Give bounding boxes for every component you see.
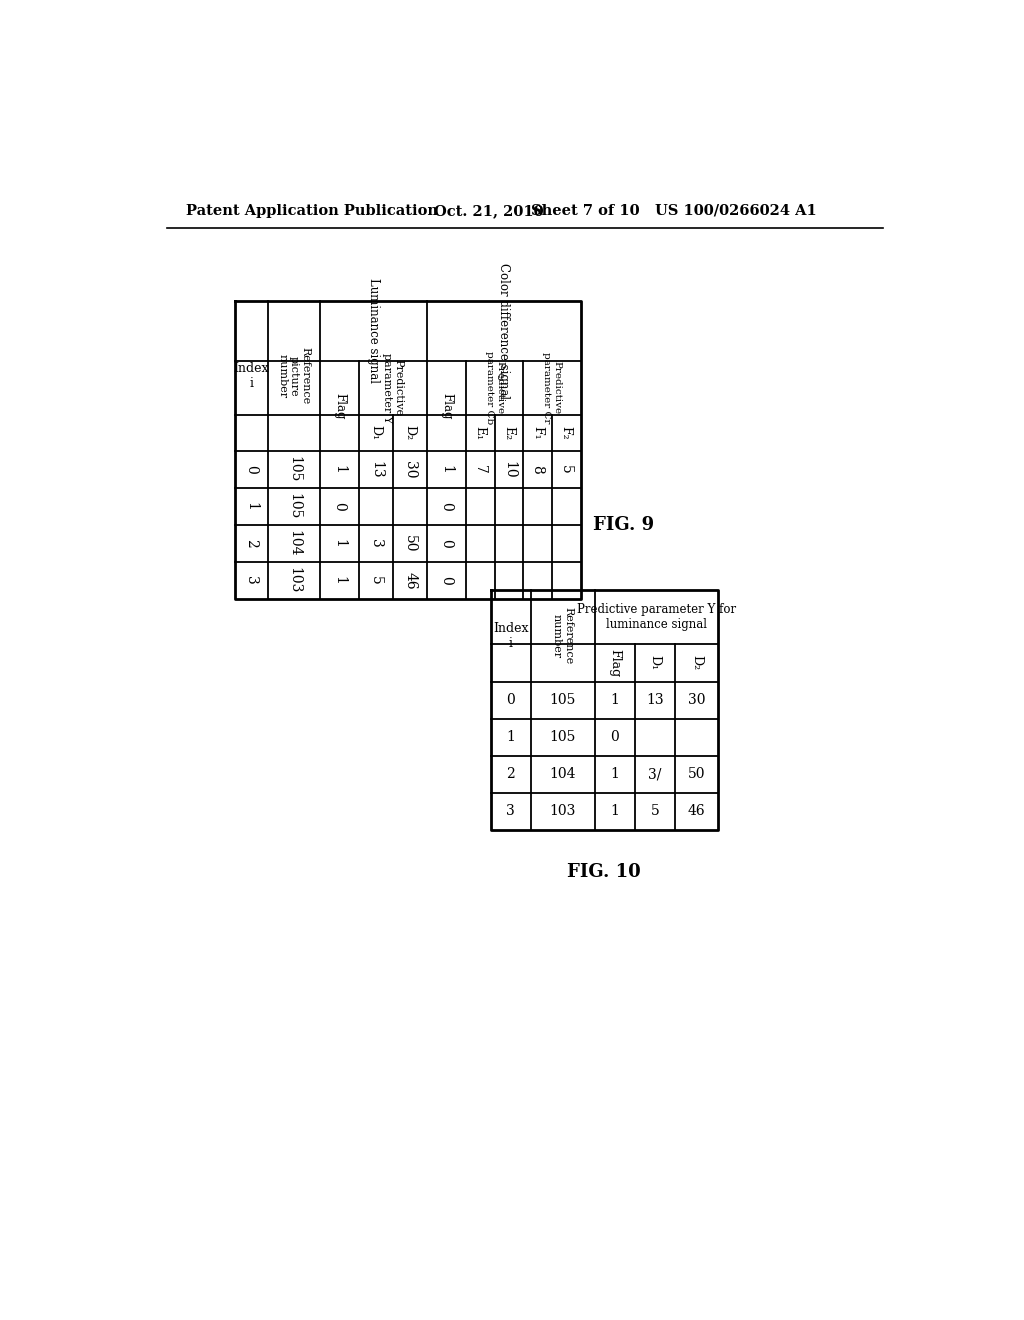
Text: Oct. 21, 2010: Oct. 21, 2010: [434, 203, 544, 218]
Text: 13: 13: [646, 693, 664, 708]
Text: Predictive parameter Y for
luminance signal: Predictive parameter Y for luminance sig…: [577, 602, 735, 631]
Text: Sheet 7 of 10: Sheet 7 of 10: [531, 203, 640, 218]
Text: 3: 3: [507, 804, 515, 818]
Text: 105: 105: [287, 457, 301, 483]
Text: 105: 105: [287, 494, 301, 520]
Text: 1: 1: [245, 502, 258, 511]
Text: 1: 1: [439, 465, 454, 474]
Text: E₂: E₂: [503, 426, 515, 440]
Text: 1: 1: [333, 539, 346, 548]
Text: Flag: Flag: [608, 648, 622, 677]
Text: 104: 104: [550, 767, 577, 781]
Text: 104: 104: [287, 531, 301, 557]
Text: 8: 8: [530, 465, 545, 474]
Text: 7: 7: [473, 465, 487, 474]
Text: D₂: D₂: [403, 425, 417, 441]
Text: Flag: Flag: [333, 393, 346, 420]
Text: 0: 0: [245, 465, 258, 474]
Text: Predictive
parameter Cb: Predictive parameter Cb: [485, 351, 504, 425]
Text: 2: 2: [245, 539, 258, 548]
Text: Index
i: Index i: [233, 362, 269, 389]
Text: F₂: F₂: [560, 426, 572, 440]
Text: 50: 50: [688, 767, 706, 781]
Text: 0: 0: [333, 502, 346, 511]
Text: E₁: E₁: [474, 426, 486, 440]
Text: 0: 0: [439, 576, 454, 585]
Text: 3: 3: [245, 576, 258, 585]
Text: Patent Application Publication: Patent Application Publication: [186, 203, 438, 218]
Text: FIG. 9: FIG. 9: [593, 516, 653, 533]
Text: 1: 1: [333, 576, 346, 585]
Text: 5: 5: [559, 465, 573, 474]
Text: 105: 105: [550, 693, 575, 708]
Text: 0: 0: [610, 730, 620, 744]
Text: Predictive
parameter Y: Predictive parameter Y: [382, 352, 403, 422]
Text: US 100/0266024 A1: US 100/0266024 A1: [655, 203, 817, 218]
Text: 1: 1: [507, 730, 515, 744]
Text: 1: 1: [610, 693, 620, 708]
Text: 0: 0: [507, 693, 515, 708]
Text: D₂: D₂: [690, 655, 702, 671]
Text: D₁: D₁: [648, 655, 662, 671]
Text: 105: 105: [550, 730, 575, 744]
Text: 30: 30: [403, 461, 417, 478]
Text: 5: 5: [369, 576, 383, 585]
Text: 1: 1: [610, 767, 620, 781]
Text: Luminance signal: Luminance signal: [368, 279, 380, 383]
Text: 3: 3: [369, 539, 383, 548]
Text: 1: 1: [333, 465, 346, 474]
Text: 30: 30: [688, 693, 706, 708]
Text: Predictive
parameter Cr: Predictive parameter Cr: [543, 352, 561, 424]
Text: 103: 103: [550, 804, 575, 818]
Text: FIG. 10: FIG. 10: [567, 863, 641, 882]
Text: 2: 2: [507, 767, 515, 781]
Text: 5: 5: [650, 804, 659, 818]
Text: Flag: Flag: [440, 393, 453, 420]
Text: Reference
picture
number: Reference picture number: [278, 347, 310, 404]
Text: 103: 103: [287, 568, 301, 594]
Text: 13: 13: [369, 461, 383, 478]
Text: 46: 46: [403, 572, 417, 589]
Text: 0: 0: [439, 502, 454, 511]
Text: 0: 0: [439, 539, 454, 548]
Text: 46: 46: [688, 804, 706, 818]
Text: 1: 1: [610, 804, 620, 818]
Text: 3/: 3/: [648, 767, 662, 781]
Text: Reference
number: Reference number: [552, 607, 573, 664]
Text: 50: 50: [403, 535, 417, 552]
Text: 10: 10: [502, 461, 516, 478]
Text: Index
i: Index i: [494, 622, 528, 649]
Text: F₁: F₁: [531, 426, 544, 440]
Text: D₁: D₁: [370, 425, 383, 441]
Text: Color difference signal: Color difference signal: [498, 263, 510, 399]
